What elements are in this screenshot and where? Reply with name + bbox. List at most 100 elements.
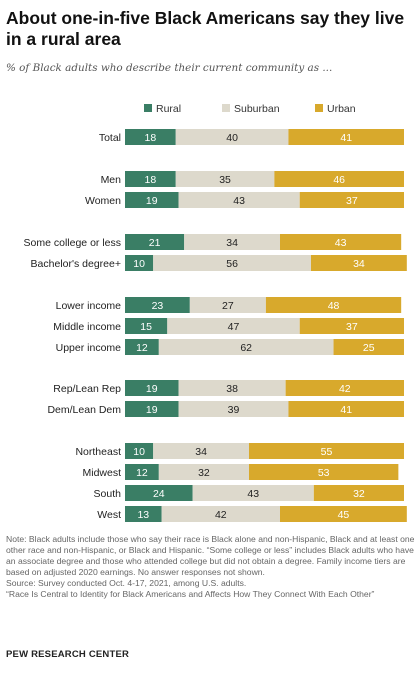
value-label-suburban-south: 43 — [247, 488, 259, 500]
legend-label-suburban: Suburban — [234, 103, 280, 115]
bar-rural-south — [125, 485, 193, 501]
value-label-rural-women: 19 — [146, 195, 158, 207]
value-label-urban-northeast: 55 — [321, 446, 333, 458]
category-label-dem-lean-dem: Dem/Lean Dem — [47, 404, 121, 416]
value-label-urban-dem-lean-dem: 41 — [340, 404, 352, 416]
category-label-middle-income: Middle income — [53, 321, 121, 333]
value-label-rural-south: 24 — [153, 488, 165, 500]
value-label-suburban-women: 43 — [233, 195, 245, 207]
value-label-urban-west: 45 — [338, 509, 350, 521]
stacked-bar-chart: Rural Suburban Urban Total 18 40 41 Men 18 35 46 Wo… — [24, 103, 407, 522]
legend-label-rural: Rural — [156, 103, 181, 115]
category-label-some-college-or-less: Some college or less — [24, 237, 121, 249]
value-label-suburban-midwest: 32 — [198, 467, 210, 479]
bar-urban-middle-income — [299, 318, 404, 334]
bar-urban-bachelor-s-degree — [311, 255, 407, 271]
bar-urban-south — [313, 485, 404, 501]
bar-rural-midwest — [125, 464, 159, 480]
bar-urban-women — [299, 192, 404, 208]
category-label-women: Women — [85, 195, 121, 207]
value-label-urban-middle-income: 37 — [346, 321, 358, 333]
bar-urban-some-college-or-less — [280, 234, 402, 250]
value-label-suburban-lower-income: 27 — [222, 300, 234, 312]
source-text: Source: Survey conducted Oct. 4-17, 2021… — [6, 578, 247, 588]
legend-swatch-urban — [315, 104, 323, 112]
brand-logo-text: PEW RESEARCH CENTER — [6, 649, 130, 660]
bar-rural-bachelor-s-degree — [125, 255, 154, 271]
bar-rural-men — [125, 171, 176, 187]
bar-rural-some-college-or-less — [125, 234, 185, 250]
value-label-rural-total: 18 — [145, 132, 157, 144]
bar-urban-lower-income — [265, 297, 402, 313]
legend-label-urban: Urban — [327, 103, 356, 115]
bar-urban-men — [274, 171, 404, 187]
value-label-rural-upper-income: 12 — [136, 342, 148, 354]
bar-urban-upper-income — [333, 339, 404, 355]
value-label-suburban-middle-income: 47 — [228, 321, 240, 333]
bar-suburban-men — [175, 171, 275, 187]
value-label-rural-dem-lean-dem: 19 — [146, 404, 158, 416]
bar-rural-total — [125, 129, 176, 145]
value-label-rural-northeast: 10 — [133, 446, 145, 458]
value-label-rural-rep-lean-rep: 19 — [146, 383, 158, 395]
bar-rural-lower-income — [125, 297, 190, 313]
bar-suburban-women — [178, 192, 300, 208]
category-label-rep-lean-rep: Rep/Lean Rep — [53, 383, 121, 395]
value-label-rural-bachelor-s-degree: 10 — [133, 258, 145, 270]
value-label-urban-lower-income: 48 — [328, 300, 340, 312]
bar-urban-midwest — [249, 464, 399, 480]
value-label-rural-men: 18 — [145, 174, 157, 186]
bar-rural-women — [125, 192, 179, 208]
value-label-suburban-northeast: 34 — [195, 446, 207, 458]
value-label-urban-bachelor-s-degree: 34 — [353, 258, 365, 270]
category-label-upper-income: Upper income — [56, 342, 122, 354]
bar-suburban-lower-income — [189, 297, 266, 313]
value-label-suburban-upper-income: 62 — [240, 342, 252, 354]
note-text: Note: Black adults include those who say… — [6, 534, 415, 577]
value-label-urban-south: 32 — [353, 488, 365, 500]
value-label-urban-upper-income: 25 — [363, 342, 375, 354]
report-title: “Race Is Central to Identity for Black A… — [6, 589, 375, 599]
bar-urban-total — [288, 129, 404, 145]
bar-suburban-west — [161, 506, 280, 522]
value-label-urban-rep-lean-rep: 42 — [339, 383, 351, 395]
bar-suburban-south — [192, 485, 314, 501]
bar-urban-rep-lean-rep — [285, 380, 404, 396]
bar-rural-middle-income — [125, 318, 168, 334]
category-label-west: West — [97, 509, 121, 521]
bar-suburban-total — [175, 129, 289, 145]
bar-rural-northeast — [125, 443, 154, 459]
value-label-suburban-dem-lean-dem: 39 — [228, 404, 240, 416]
value-label-urban-men: 46 — [333, 174, 345, 186]
bar-urban-northeast — [249, 443, 404, 459]
value-label-suburban-total: 40 — [226, 132, 238, 144]
chart-subtitle: % of Black adults who describe their cur… — [6, 62, 333, 74]
bar-rural-rep-lean-rep — [125, 380, 179, 396]
value-label-rural-midwest: 12 — [136, 467, 148, 479]
bar-suburban-rep-lean-rep — [178, 380, 286, 396]
bar-suburban-bachelor-s-degree — [153, 255, 311, 271]
value-label-urban-some-college-or-less: 43 — [335, 237, 347, 249]
bar-suburban-midwest — [158, 464, 249, 480]
category-label-total: Total — [99, 132, 121, 144]
legend-swatch-suburban — [222, 104, 230, 112]
notes-block: Note: Black adults include those who say… — [6, 534, 416, 600]
bar-rural-west — [125, 506, 162, 522]
bar-suburban-some-college-or-less — [184, 234, 280, 250]
category-label-lower-income: Lower income — [56, 300, 122, 312]
value-label-urban-women: 37 — [346, 195, 358, 207]
value-label-suburban-men: 35 — [219, 174, 231, 186]
value-label-suburban-west: 42 — [215, 509, 227, 521]
value-label-suburban-some-college-or-less: 34 — [226, 237, 238, 249]
bar-urban-west — [280, 506, 407, 522]
value-label-urban-midwest: 53 — [318, 467, 330, 479]
category-label-northeast: Northeast — [75, 446, 121, 458]
category-label-south: South — [94, 488, 122, 500]
category-label-midwest: Midwest — [82, 467, 121, 479]
bar-suburban-northeast — [153, 443, 249, 459]
chart-title: About one-in-five Black Americans say th… — [6, 8, 405, 49]
value-label-rural-middle-income: 15 — [140, 321, 152, 333]
bar-rural-dem-lean-dem — [125, 401, 179, 417]
value-label-suburban-rep-lean-rep: 38 — [226, 383, 238, 395]
legend-swatch-rural — [144, 104, 152, 112]
